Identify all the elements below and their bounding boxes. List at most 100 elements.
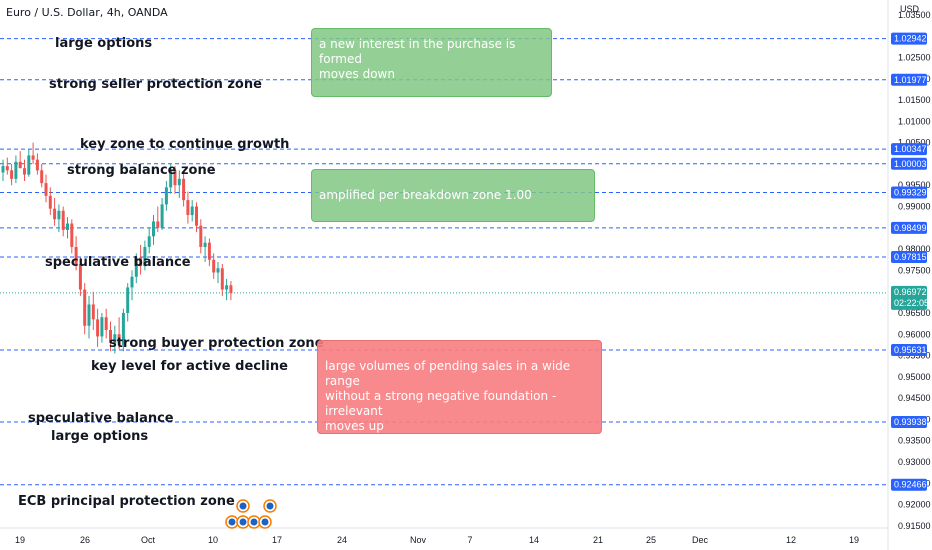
- price-tick-label: 0.99000: [898, 202, 931, 212]
- price-tick-label: 1.02500: [898, 52, 931, 62]
- price-tick-label: 0.93000: [898, 457, 931, 467]
- callout-box-breakdown-zone[interactable]: amplified per breakdown zone 1.00: [311, 169, 595, 222]
- candle-body: [87, 304, 91, 326]
- level-badge: [891, 250, 927, 263]
- time-tick-label: 25: [646, 535, 656, 545]
- time-tick-label: 12: [786, 535, 796, 545]
- time-tick-label: Nov: [410, 535, 427, 545]
- candle-body: [113, 334, 117, 343]
- candle-body: [126, 287, 130, 313]
- candle-body: [160, 204, 164, 228]
- price-tick-label: 0.99500: [898, 180, 931, 190]
- candle-body: [14, 161, 18, 179]
- price-tick-label: 0.91500: [898, 521, 931, 531]
- candle-body: [199, 225, 203, 247]
- candle-body: [10, 170, 14, 179]
- candle-body: [216, 268, 220, 273]
- candle-body: [164, 187, 168, 205]
- candle-body: [152, 221, 155, 237]
- candle-body: [117, 334, 121, 345]
- candle-body: [5, 166, 9, 171]
- callout-box-1-line-2: moves down: [319, 67, 395, 81]
- candle-body: [156, 221, 160, 228]
- level-badge: [891, 416, 927, 429]
- price-tick-label: 0.93500: [898, 436, 931, 446]
- time-tick-label: 26: [80, 535, 90, 545]
- candle-body: [182, 178, 186, 201]
- price-tick-label: 0.94500: [898, 393, 931, 403]
- candle-body: [195, 206, 198, 226]
- annotation-key-zone-growth: key zone to continue growth: [80, 137, 290, 152]
- level-badge: [891, 143, 927, 156]
- candle-body: [109, 330, 112, 343]
- annotation-key-level-decline: key level for active decline: [91, 359, 288, 374]
- candle-body: [35, 159, 39, 171]
- level-badge-label: 0.99329: [894, 188, 927, 198]
- time-tick-label: 17: [272, 535, 282, 545]
- level-badge-label: 0.93938: [894, 417, 927, 427]
- annotation-strong-seller-zone: strong seller protection zone: [49, 77, 262, 92]
- callout-box-3-line-1: large volumes of pending sales in a wide…: [325, 359, 571, 388]
- time-tick-label: Dec: [692, 535, 709, 545]
- candle-body: [44, 183, 48, 196]
- candle-body: [130, 276, 134, 288]
- time-tick-label: 19: [849, 535, 859, 545]
- last-price-label: 0.96972: [894, 287, 927, 297]
- price-tick-label: 0.92000: [898, 500, 931, 510]
- level-badge-label: 1.00003: [894, 159, 927, 169]
- time-tick-label: 19: [15, 535, 25, 545]
- level-badge-label: 1.01977: [894, 75, 927, 85]
- candle-body: [1, 166, 5, 173]
- candle-body: [70, 223, 74, 247]
- candle-body: [225, 285, 229, 290]
- candle-body: [139, 257, 143, 267]
- level-badge: [891, 186, 927, 199]
- candle-body: [18, 161, 22, 169]
- candle-body: [66, 223, 69, 230]
- time-tick-label: 21: [593, 535, 603, 545]
- time-tick-label: 24: [337, 535, 347, 545]
- level-badge-label: 0.97815: [894, 252, 927, 262]
- price-tick-label: 1.00500: [898, 138, 931, 148]
- annotation-speculative-balance-1: speculative balance: [45, 255, 191, 270]
- candle-body: [74, 246, 78, 264]
- candle-body: [40, 170, 44, 184]
- time-tick-label: 14: [529, 535, 539, 545]
- candle-body: [169, 170, 173, 188]
- economic-event-flag-icon: [261, 518, 269, 526]
- economic-event-flag-icon: [250, 518, 258, 526]
- level-badge-label: 0.98499: [894, 223, 927, 233]
- candle-body: [229, 285, 233, 293]
- annotation-strong-buyer-zone: strong buyer protection zone: [109, 336, 324, 351]
- candle-body: [207, 242, 211, 260]
- annotation-large-options-bottom: large options: [51, 429, 149, 444]
- annotation-ecb-protection-zone: ECB principal protection zone: [18, 494, 235, 509]
- level-badge: [891, 73, 927, 86]
- price-tick-label: 0.96500: [898, 308, 931, 318]
- callout-box-2-line-1: amplified per breakdown zone 1.00: [319, 188, 532, 202]
- candle-body: [121, 312, 125, 345]
- candle-body: [134, 257, 138, 277]
- candle-body: [177, 178, 181, 186]
- annotation-large-options-top: large options: [55, 36, 153, 51]
- candle-body: [61, 210, 65, 230]
- callout-box-3-line-3: moves up: [325, 419, 384, 433]
- candle-body: [212, 259, 216, 273]
- price-axis-currency-label: USD: [900, 4, 920, 14]
- candle-body: [78, 264, 82, 290]
- last-price-badge: [891, 285, 927, 310]
- candle-body: [203, 242, 207, 247]
- candle-body: [27, 155, 31, 175]
- price-tick-label: 1.01000: [898, 116, 931, 126]
- level-badge: [891, 32, 927, 45]
- callout-box-interest-forming[interactable]: a new interest in the purchase is formed…: [311, 28, 552, 97]
- callout-box-pending-sales[interactable]: large volumes of pending sales in a wide…: [317, 340, 602, 434]
- economic-event-flag-icon: [239, 502, 247, 510]
- level-badge-label: 1.00347: [894, 144, 927, 154]
- candle-body: [104, 317, 108, 330]
- annotation-strong-balance-zone: strong balance zone: [67, 163, 216, 178]
- price-tick-label: 1.03500: [898, 10, 931, 20]
- price-tick-label: 0.96000: [898, 329, 931, 339]
- candle-body: [57, 210, 61, 220]
- chart-title: Euro / U.S. Dollar, 4h, OANDA: [6, 6, 168, 19]
